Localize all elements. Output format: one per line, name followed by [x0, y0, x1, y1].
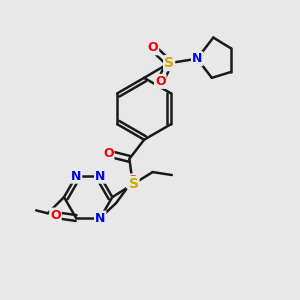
- Text: N: N: [71, 170, 81, 183]
- Text: O: O: [155, 75, 166, 88]
- Text: O: O: [148, 41, 158, 54]
- Text: O: O: [50, 208, 61, 222]
- Text: S: S: [164, 56, 174, 70]
- Text: N: N: [95, 212, 105, 224]
- Text: S: S: [128, 177, 139, 191]
- Text: O: O: [103, 147, 113, 160]
- Text: O: O: [127, 174, 138, 188]
- Text: N: N: [95, 170, 105, 183]
- Text: N: N: [192, 52, 202, 65]
